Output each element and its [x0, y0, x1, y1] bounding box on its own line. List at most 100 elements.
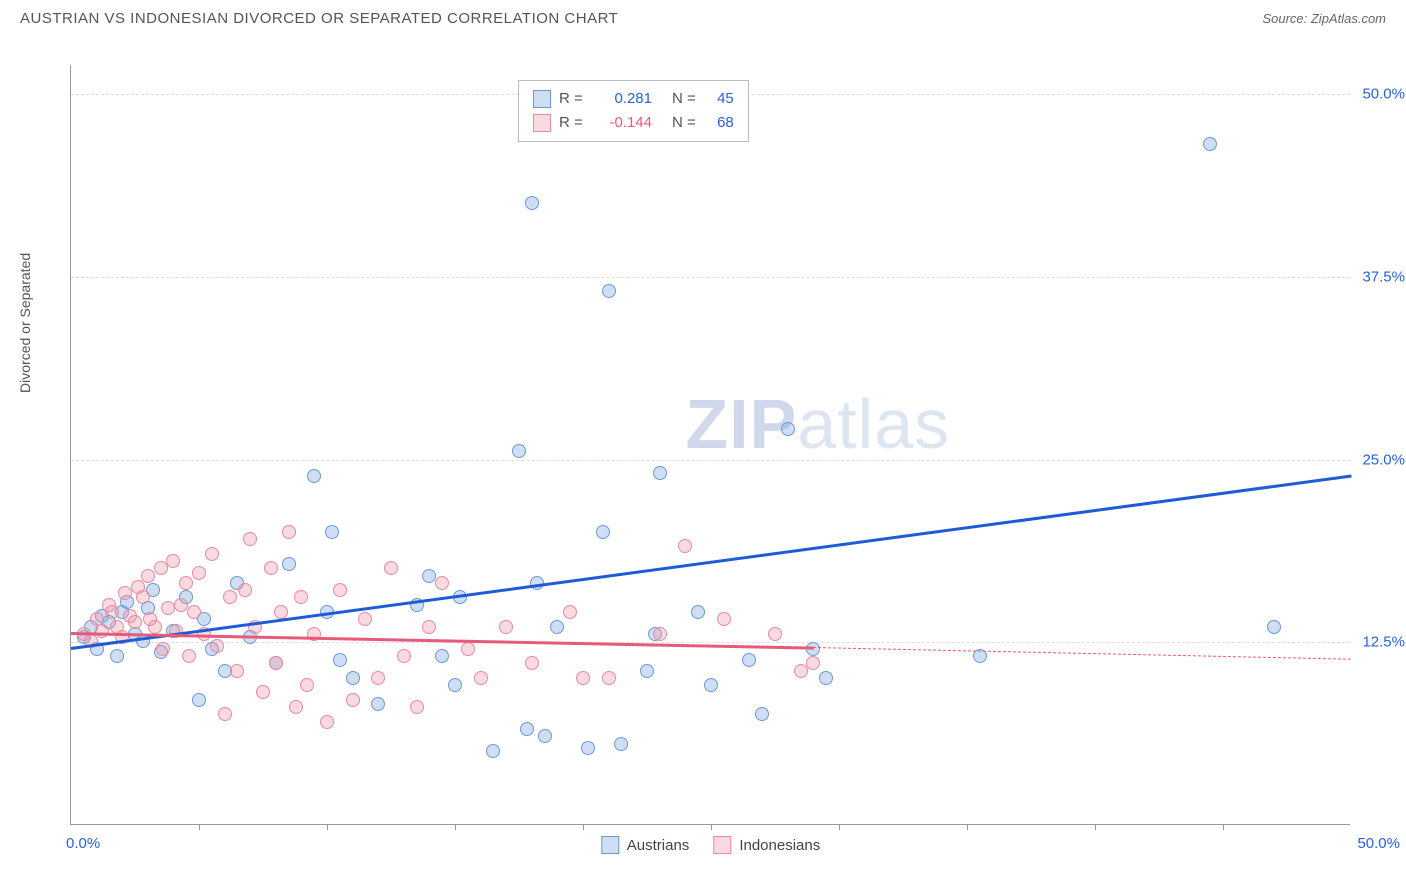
stats-legend-row: R =-0.144N =68	[533, 111, 734, 135]
data-point	[333, 583, 347, 597]
data-point	[320, 715, 334, 729]
data-point	[410, 700, 424, 714]
legend-swatch	[533, 90, 551, 108]
data-point	[289, 700, 303, 714]
data-point	[192, 566, 206, 580]
data-point	[1267, 620, 1281, 634]
data-point	[640, 664, 654, 678]
data-point	[581, 741, 595, 755]
x-axis-start: 0.0%	[66, 835, 100, 852]
data-point	[105, 605, 119, 619]
data-point	[397, 649, 411, 663]
data-point	[499, 620, 513, 634]
data-point	[602, 671, 616, 685]
data-point	[333, 653, 347, 667]
data-point	[781, 422, 795, 436]
data-point	[294, 590, 308, 604]
data-point	[307, 469, 321, 483]
trend-line-extrapolated	[813, 647, 1351, 660]
data-point	[282, 525, 296, 539]
x-tick	[327, 824, 328, 830]
stats-legend: R =0.281N =45R =-0.144N =68	[518, 80, 749, 142]
data-point	[243, 532, 257, 546]
data-point	[596, 525, 610, 539]
grid-line	[71, 277, 1350, 278]
data-point	[371, 671, 385, 685]
data-point	[768, 627, 782, 641]
data-point	[806, 656, 820, 670]
trend-line	[71, 632, 813, 649]
data-point	[154, 561, 168, 575]
legend-swatch	[601, 836, 619, 854]
x-tick	[455, 824, 456, 830]
data-point	[486, 744, 500, 758]
legend-swatch	[713, 836, 731, 854]
x-tick	[1095, 824, 1096, 830]
data-point	[156, 642, 170, 656]
data-point	[563, 605, 577, 619]
data-point	[205, 547, 219, 561]
data-point	[325, 525, 339, 539]
data-point	[148, 620, 162, 634]
grid-line	[71, 642, 1350, 643]
data-point	[346, 693, 360, 707]
data-point	[238, 583, 252, 597]
data-point	[128, 615, 142, 629]
grid-line	[71, 460, 1350, 461]
source-label: Source: ZipAtlas.com	[1262, 11, 1386, 26]
data-point	[346, 671, 360, 685]
x-tick	[711, 824, 712, 830]
data-point	[264, 561, 278, 575]
data-point	[717, 612, 731, 626]
data-point	[182, 649, 196, 663]
watermark-bold: ZIP	[685, 385, 797, 463]
data-point	[371, 697, 385, 711]
data-point	[474, 671, 488, 685]
data-point	[136, 590, 150, 604]
data-point	[210, 639, 224, 653]
chart-title: AUSTRIAN VS INDONESIAN DIVORCED OR SEPAR…	[20, 10, 618, 27]
trend-line	[71, 474, 1351, 649]
data-point	[678, 539, 692, 553]
data-point	[256, 685, 270, 699]
data-point	[512, 444, 526, 458]
data-point	[179, 576, 193, 590]
data-point	[218, 707, 232, 721]
data-point	[384, 561, 398, 575]
data-point	[755, 707, 769, 721]
data-point	[614, 737, 628, 751]
data-point	[174, 598, 188, 612]
stats-legend-row: R =0.281N =45	[533, 87, 734, 111]
legend-item: Austrians	[601, 836, 690, 854]
data-point	[95, 624, 109, 638]
data-point	[448, 678, 462, 692]
data-point	[525, 656, 539, 670]
data-point	[602, 284, 616, 298]
data-point	[576, 671, 590, 685]
x-axis-end: 50.0%	[1357, 835, 1400, 852]
y-tick-label: 25.0%	[1362, 451, 1405, 468]
data-point	[110, 649, 124, 663]
data-point	[653, 466, 667, 480]
data-point	[691, 605, 705, 619]
data-point	[422, 569, 436, 583]
legend-item: Indonesians	[713, 836, 820, 854]
data-point	[223, 590, 237, 604]
data-point	[520, 722, 534, 736]
data-point	[422, 620, 436, 634]
y-tick-label: 50.0%	[1362, 86, 1405, 103]
data-point	[435, 576, 449, 590]
x-tick	[1223, 824, 1224, 830]
data-point	[141, 569, 155, 583]
data-point	[538, 729, 552, 743]
y-tick-label: 12.5%	[1362, 634, 1405, 651]
data-point	[653, 627, 667, 641]
data-point	[269, 656, 283, 670]
data-point	[282, 557, 296, 571]
data-point	[794, 664, 808, 678]
data-point	[819, 671, 833, 685]
plot-area: ZIPatlas 0.0% 50.0% AustriansIndonesians…	[70, 65, 1350, 825]
x-tick	[839, 824, 840, 830]
data-point	[704, 678, 718, 692]
y-tick-label: 37.5%	[1362, 268, 1405, 285]
